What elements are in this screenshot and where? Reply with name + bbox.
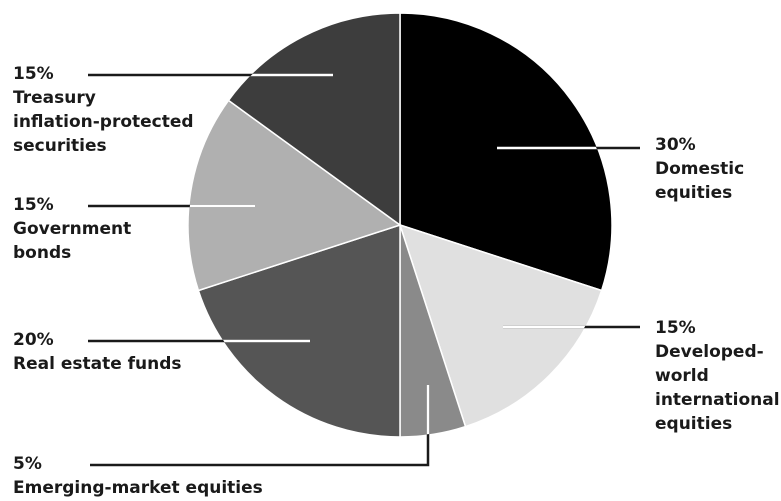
slice-name-label-treasury-inflation-protected: securities	[13, 136, 107, 156]
slice-name-label-emerging-market-equities: Emerging-market equities	[13, 478, 263, 498]
slice-percent-label-emerging-market-equities: 5%	[13, 454, 42, 474]
slice-name-label-domestic-equities: Domestic	[655, 159, 744, 179]
slice-name-label-government-bonds: Government	[13, 219, 131, 239]
slice-name-label-developed-world-equities: Developed-	[655, 342, 764, 362]
slice-name-label-domestic-equities: equities	[655, 183, 732, 203]
slice-name-label-real-estate-funds: Real estate funds	[13, 354, 182, 374]
pie-slice-domestic-equities	[399, 12, 613, 292]
slice-name-label-treasury-inflation-protected: Treasury	[13, 88, 96, 108]
pie-slice-government-bonds	[187, 99, 402, 292]
slice-name-label-developed-world-equities: international	[655, 390, 780, 410]
slice-percent-label-developed-world-equities: 15%	[655, 318, 696, 338]
slice-percent-label-government-bonds: 15%	[13, 195, 54, 215]
slice-percent-label-domestic-equities: 30%	[655, 135, 696, 155]
pie-slice-treasury-inflation-protected	[227, 12, 401, 227]
slice-name-label-developed-world-equities: equities	[655, 414, 732, 434]
slice-name-label-developed-world-equities: world	[655, 366, 709, 386]
slice-name-label-treasury-inflation-protected: inflation-protected	[13, 112, 194, 132]
slice-percent-label-real-estate-funds: 20%	[13, 330, 54, 350]
pie-slice-real-estate-funds	[197, 223, 401, 438]
slice-percent-label-treasury-inflation-protected: 15%	[13, 64, 54, 84]
slice-name-label-government-bonds: bonds	[13, 243, 71, 263]
pie-slice-developed-world-equities	[398, 223, 603, 428]
leader-line-inner-emerging-market-equities	[189, 385, 430, 436]
